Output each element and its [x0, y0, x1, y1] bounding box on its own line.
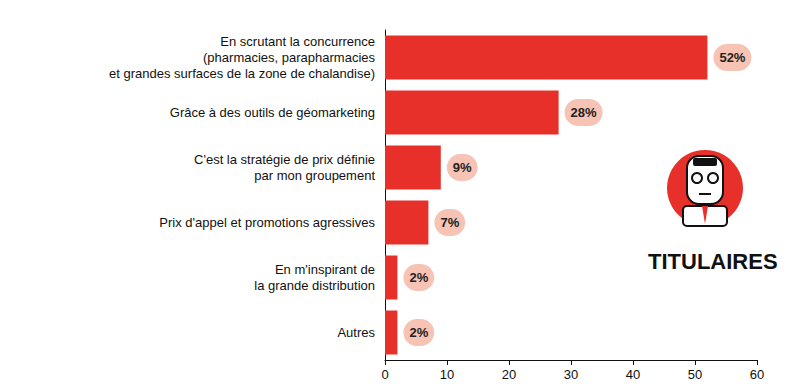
svg-text:2%: 2%	[409, 325, 428, 340]
svg-text:Grâce à des outils de géomarke: Grâce à des outils de géomarketing	[170, 105, 375, 120]
svg-text:52%: 52%	[719, 50, 745, 65]
svg-text:40: 40	[626, 367, 640, 382]
svg-text:Prix d'appel et promotions agr: Prix d'appel et promotions agressives	[159, 215, 375, 230]
svg-text:C'est la stratégie de prix déf: C'est la stratégie de prix définie	[194, 152, 375, 167]
svg-text:par mon groupement: par mon groupement	[254, 168, 375, 183]
svg-text:20: 20	[502, 367, 516, 382]
svg-text:9%: 9%	[453, 160, 472, 175]
svg-text:2%: 2%	[409, 270, 428, 285]
svg-text:50: 50	[688, 367, 702, 382]
svg-text:30: 30	[564, 367, 578, 382]
svg-text:(pharmacies, parapharmacies: (pharmacies, parapharmacies	[203, 50, 375, 65]
svg-text:0: 0	[381, 367, 388, 382]
svg-text:7%: 7%	[440, 215, 459, 230]
svg-text:la grande distribution: la grande distribution	[254, 278, 375, 293]
svg-text:28%: 28%	[571, 105, 597, 120]
svg-text:En scrutant la concurrence: En scrutant la concurrence	[220, 34, 375, 49]
svg-text:et grandes surfaces de la zone: et grandes surfaces de la zone de chalan…	[109, 66, 375, 81]
svg-text:10: 10	[440, 367, 454, 382]
svg-text:En m'inspirant de: En m'inspirant de	[275, 262, 375, 277]
svg-text:TITULAIRES: TITULAIRES	[648, 249, 778, 274]
svg-text:60: 60	[750, 367, 764, 382]
svg-text:Autres: Autres	[337, 325, 375, 340]
